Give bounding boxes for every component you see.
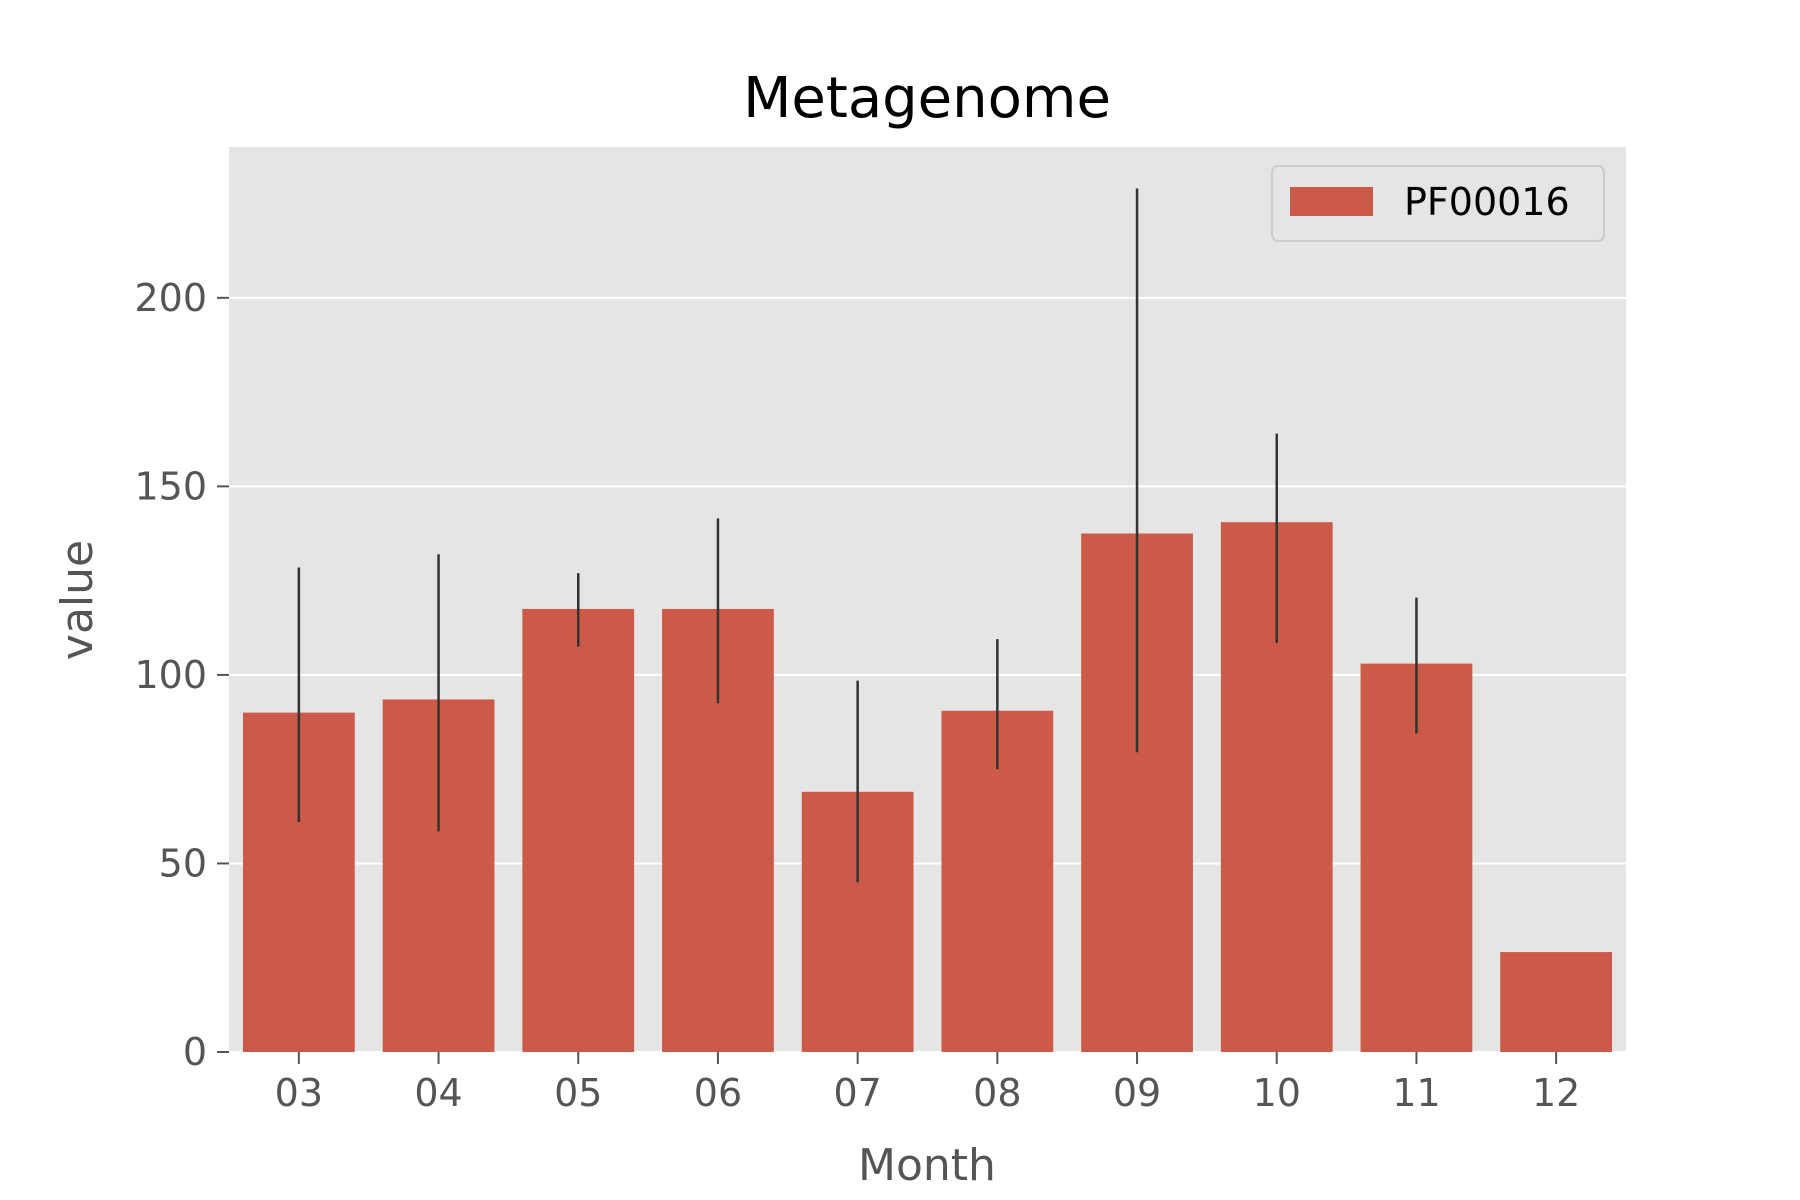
x-tick-label: 04 [414,1071,462,1115]
x-tick-label: 05 [554,1071,602,1115]
legend-box [1271,165,1605,242]
x-axis-ticks: 03 04 05 06 07 08 09 10 11 12 [275,1052,1580,1115]
legend: PF00016 [1271,165,1605,242]
x-tick-label: 06 [694,1071,742,1115]
bars [242,522,1613,1052]
y-tick-label: 100 [134,653,207,697]
chart-title: Metagenome [743,66,1111,131]
y-tick-label: 0 [183,1030,207,1074]
bar-05 [522,608,635,1052]
x-axis-label: Month [858,1140,996,1191]
bar-12 [1500,952,1613,1052]
y-tick-label: 50 [159,841,207,885]
x-tick-label: 09 [1113,1071,1161,1115]
legend-label: PF00016 [1404,180,1570,224]
x-tick-label: 08 [973,1071,1021,1115]
x-tick-label: 10 [1253,1071,1301,1115]
y-axis-ticks: 0 50 100 150 200 [134,276,229,1074]
x-tick-label: 11 [1392,1071,1440,1115]
error-bars [297,188,1418,883]
y-axis-label: value [52,540,103,660]
legend-swatch [1290,187,1373,216]
x-tick-label: 03 [275,1071,323,1115]
y-tick-label: 150 [134,464,207,508]
x-tick-label: 07 [833,1071,881,1115]
x-tick-label: 12 [1532,1071,1580,1115]
y-tick-label: 200 [134,276,207,320]
